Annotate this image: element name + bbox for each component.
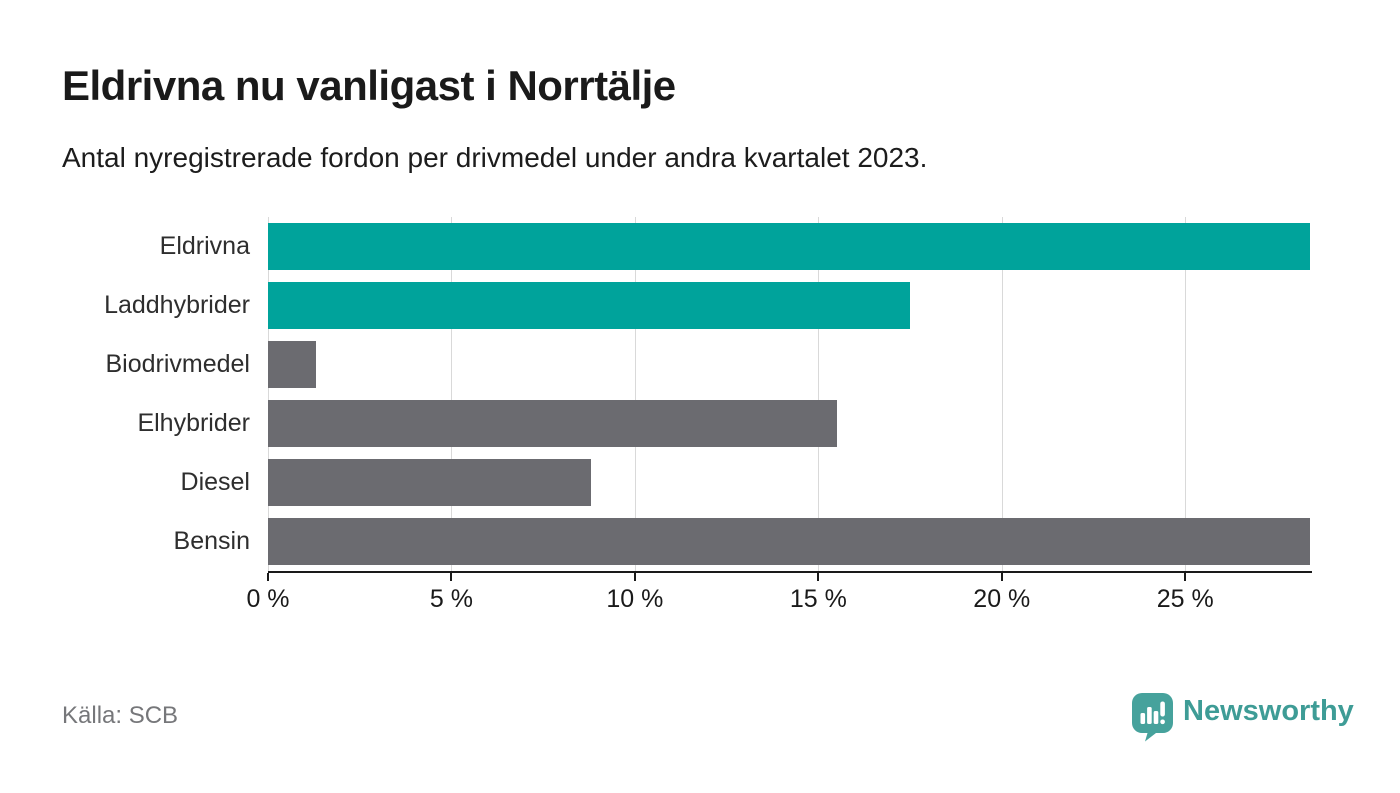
axis-tick-label: 5 % (429, 585, 473, 613)
category-axis: Eldrivna Laddhybrider Biodrivmedel Elhybrid… (0, 217, 250, 571)
category-label: Diesel (180, 468, 250, 496)
bar (268, 282, 911, 329)
brand-name: Newsworthy (1183, 695, 1354, 727)
brand-logo: Newsworthy (1132, 693, 1354, 742)
gridline (818, 217, 820, 571)
bar (268, 459, 591, 506)
x-axis-ticks: 0 % 5 % 10 % 15 % 20 % 25 % (246, 573, 1310, 623)
axis-tick (817, 573, 820, 581)
axis-tick-label: 0 % (246, 585, 290, 613)
axis-tick-label: 25 % (1156, 585, 1214, 613)
x-axis-line (268, 571, 1312, 573)
newsworthy-logo-icon (1132, 693, 1173, 742)
gridline (451, 217, 453, 571)
gridline (268, 217, 269, 571)
axis-tick-label: 10 % (606, 585, 664, 613)
axis-tick-label: 15 % (789, 585, 847, 613)
gridline (1001, 217, 1003, 571)
bar (268, 400, 837, 447)
chart-subtitle: Antal nyregistrerade fordon per drivmede… (62, 142, 928, 173)
axis-tick (633, 573, 636, 581)
bar (268, 223, 1310, 270)
chart-title: Eldrivna nu vanligast i Norrtälje (62, 62, 676, 109)
category-label: Bensin (173, 527, 250, 555)
category-label: Eldrivna (159, 232, 250, 260)
axis-tick (450, 573, 453, 581)
gridline (1185, 217, 1187, 571)
category-label: Elhybrider (137, 409, 250, 437)
category-label: Laddhybrider (104, 291, 250, 319)
axis-tick (267, 573, 269, 581)
plot-area (268, 217, 1310, 571)
category-label: Biodrivmedel (105, 350, 250, 378)
axis-tick (1000, 573, 1003, 581)
axis-tick (1184, 573, 1187, 581)
source-caption: Källa: SCB (62, 702, 179, 729)
axis-tick-label: 20 % (973, 585, 1031, 613)
bar (268, 341, 316, 388)
gridline (634, 217, 636, 571)
bar (268, 518, 1310, 565)
